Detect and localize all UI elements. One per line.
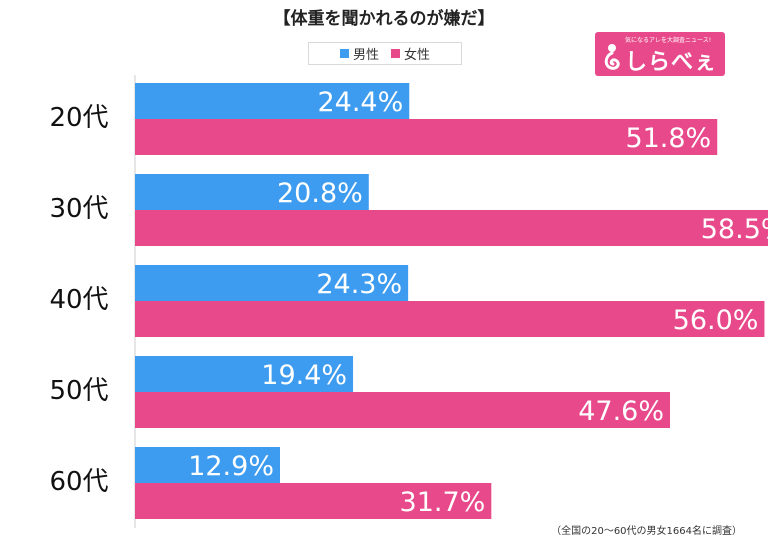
logo-tagline: 気になるアレを大調査ニュース! [625, 37, 712, 44]
legend-label-male: 男性 [352, 48, 379, 63]
logo-text: しらべぇ [625, 50, 718, 75]
category-label: 20代 [49, 103, 108, 133]
bar-female [135, 119, 718, 155]
legend-swatch-female [391, 49, 400, 58]
data-label: 58.5% [701, 214, 768, 245]
data-label: 24.4% [317, 87, 403, 118]
bar-female [135, 483, 492, 519]
data-label: 20.8% [277, 178, 363, 209]
legend-swatch-male [339, 49, 349, 58]
bar-male [135, 174, 369, 210]
bar-male [135, 83, 410, 119]
data-label: 19.4% [261, 360, 347, 391]
bar-female [135, 392, 671, 428]
data-label: 51.8% [625, 123, 711, 154]
bar-male [135, 265, 409, 301]
data-label: 31.7% [400, 487, 486, 518]
bar-male [135, 356, 354, 392]
data-label: 24.3% [316, 269, 402, 300]
shirabee-logo: 気になるアレを大調査ニュース! しらべぇ [595, 32, 725, 76]
data-label: 56.0% [673, 305, 759, 336]
category-label: 30代 [49, 194, 108, 224]
logo-mark-icon [604, 44, 620, 70]
footnote: （全国の20～60代の男女1664名に調査） [551, 526, 742, 537]
bar-male [135, 447, 280, 483]
category-label: 40代 [49, 285, 108, 315]
data-label: 47.6% [578, 396, 664, 427]
category-label: 60代 [49, 467, 108, 497]
category-label: 50代 [49, 376, 108, 406]
legend-item-female: 女性 [391, 44, 430, 63]
legend-label-female: 女性 [404, 48, 431, 63]
bar-female [135, 301, 765, 337]
data-label: 12.9% [188, 451, 274, 482]
legend: 男性 女性 [308, 42, 462, 65]
bar-female [135, 210, 768, 246]
legend-item-male: 男性 [339, 44, 379, 63]
chart-title: 【体重を聞かれるのが嫌だ】 [273, 9, 495, 29]
